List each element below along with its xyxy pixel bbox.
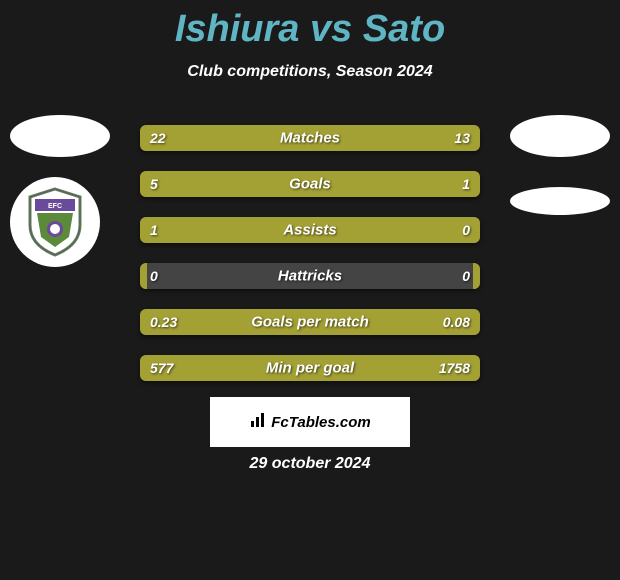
stat-label: Min per goal	[266, 360, 354, 377]
stat-label: Goals	[289, 176, 331, 193]
watermark: FcTables.com	[210, 397, 410, 447]
svg-text:EFC: EFC	[48, 203, 62, 210]
stat-value-right: 0.08	[443, 314, 470, 330]
subtitle: Club competitions, Season 2024	[0, 63, 620, 81]
page-title: Ishiura vs Sato	[0, 0, 620, 51]
stat-value-right: 0	[462, 222, 470, 238]
stat-row: 5 1 Goals	[140, 171, 480, 197]
stats-container: 22 13 Matches 5 1 Goals 1 0 Assists 0 0 Hattricks 0.…	[140, 125, 480, 401]
right-player-avatars	[510, 115, 610, 245]
left-player-avatars: EFC	[10, 115, 110, 267]
stat-row: 577 1758 Min per goal	[140, 355, 480, 381]
stat-label: Matches	[280, 130, 340, 147]
stat-value-left: 0	[150, 268, 158, 284]
stat-value-right: 1	[462, 176, 470, 192]
stat-row: 22 13 Matches	[140, 125, 480, 151]
stat-label: Assists	[283, 222, 336, 239]
stat-value-right: 0	[462, 268, 470, 284]
stat-value-right: 1758	[439, 360, 470, 376]
stat-value-right: 13	[454, 130, 470, 146]
chart-icon	[249, 411, 267, 434]
player-avatar-placeholder	[510, 115, 610, 157]
stat-value-left: 5	[150, 176, 158, 192]
stat-value-left: 577	[150, 360, 173, 376]
club-badge-placeholder	[510, 187, 610, 215]
club-badge-left: EFC	[10, 177, 100, 267]
shield-badge-icon: EFC	[25, 187, 85, 257]
date-label: 29 october 2024	[250, 455, 371, 473]
stat-label: Goals per match	[251, 314, 369, 331]
stat-value-left: 22	[150, 130, 166, 146]
stat-value-left: 0.23	[150, 314, 177, 330]
stat-bar-left	[140, 263, 147, 289]
stat-bar-left	[140, 171, 405, 197]
stat-row: 1 0 Assists	[140, 217, 480, 243]
stat-row: 0 0 Hattricks	[140, 263, 480, 289]
stat-row: 0.23 0.08 Goals per match	[140, 309, 480, 335]
stat-label: Hattricks	[278, 268, 342, 285]
watermark-text: FcTables.com	[271, 414, 370, 431]
stat-bar-right	[473, 263, 480, 289]
stat-value-left: 1	[150, 222, 158, 238]
player-avatar-placeholder	[10, 115, 110, 157]
